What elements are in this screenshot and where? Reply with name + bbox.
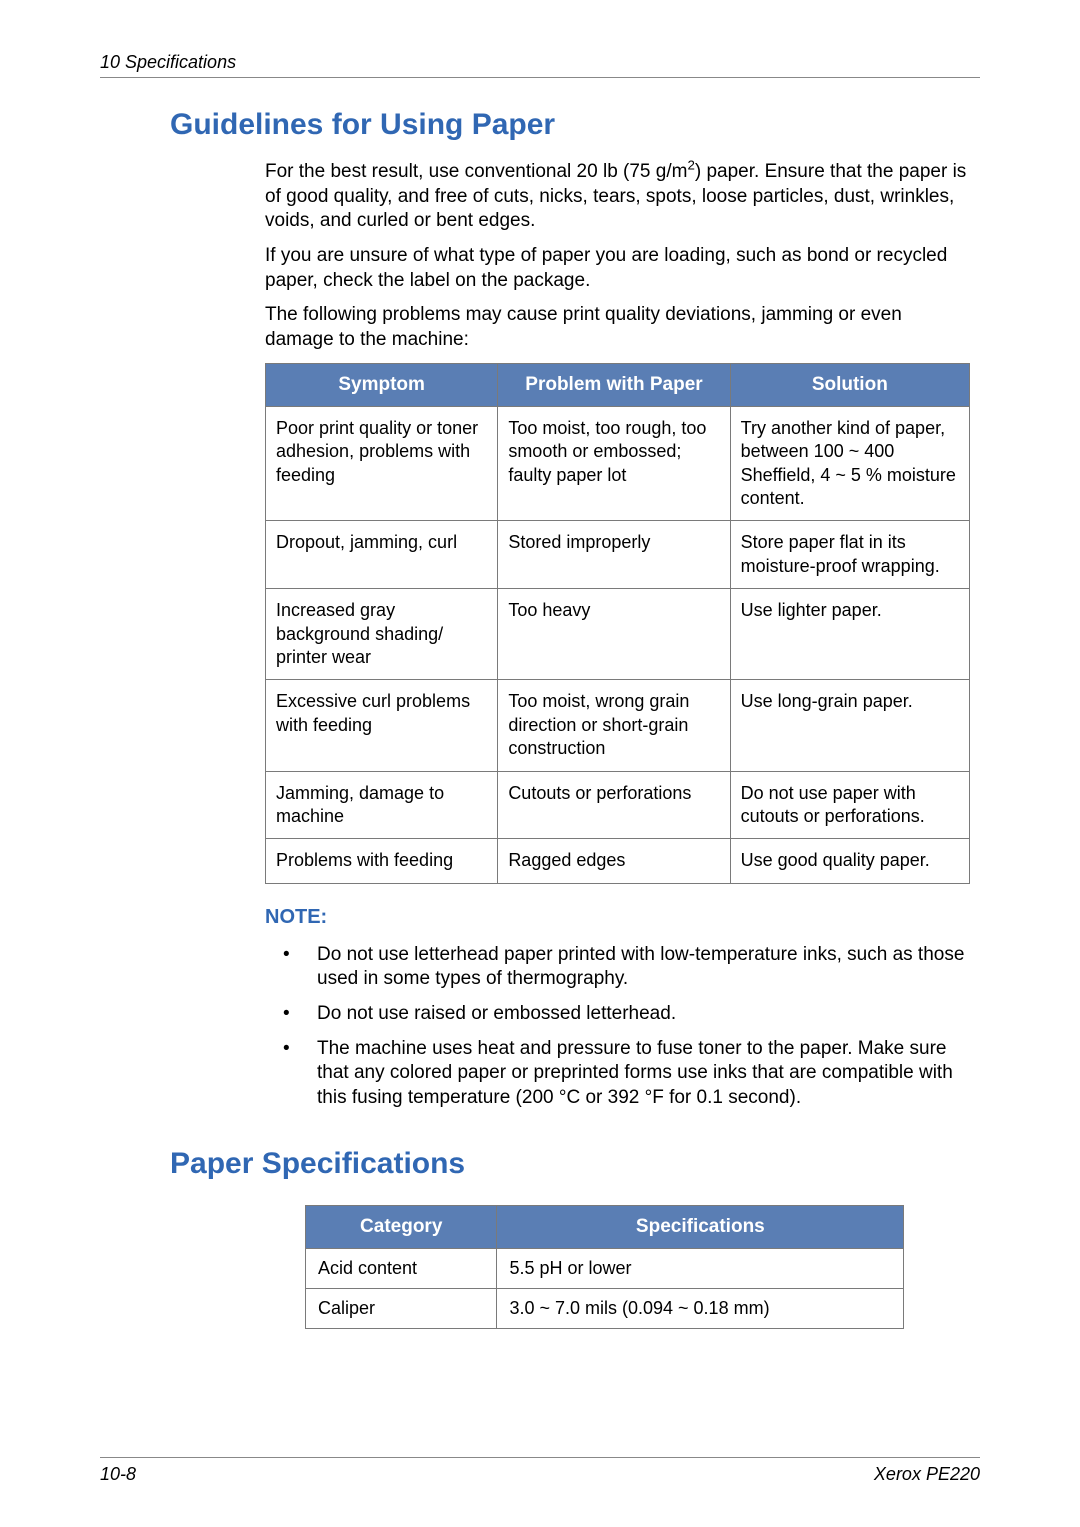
spec-table-body: Acid content5.5 pH or lowerCaliper3.0 ~ … xyxy=(306,1248,904,1328)
footer-row: 10-8 Xerox PE220 xyxy=(100,1464,980,1485)
table-cell: Too moist, too rough, too smooth or embo… xyxy=(498,406,730,521)
table-cell: Dropout, jamming, curl xyxy=(266,521,498,589)
footer: 10-8 Xerox PE220 xyxy=(100,1457,980,1485)
table-cell: Increased gray background shading/ print… xyxy=(266,589,498,680)
note-heading: NOTE: xyxy=(265,906,970,929)
list-item: The machine uses heat and pressure to fu… xyxy=(283,1037,970,1111)
table-header-row: Category Specifications xyxy=(306,1205,904,1248)
symptom-table-body: Poor print quality or toner adhesion, pr… xyxy=(266,406,970,883)
table-cell: Problems with feeding xyxy=(266,839,498,883)
spec-table: Category Specifications Acid content5.5 … xyxy=(305,1205,904,1329)
table-row: Jamming, damage to machineCutouts or per… xyxy=(266,771,970,839)
table-row: Excessive curl problems with feedingToo … xyxy=(266,680,970,771)
footer-rule xyxy=(100,1457,980,1458)
table-cell: Acid content xyxy=(306,1248,497,1288)
table-row: Poor print quality or toner adhesion, pr… xyxy=(266,406,970,521)
table-row: Increased gray background shading/ print… xyxy=(266,589,970,680)
list-item: Do not use letterhead paper printed with… xyxy=(283,943,970,992)
table-cell: Try another kind of paper, between 100 ~… xyxy=(730,406,969,521)
section-heading-guidelines: Guidelines for Using Paper xyxy=(170,108,980,142)
list-item: Do not use raised or embossed letterhead… xyxy=(283,1002,970,1027)
para-1: For the best result, use conventional 20… xyxy=(265,160,970,234)
table-cell: 3.0 ~ 7.0 mils (0.094 ~ 0.18 mm) xyxy=(497,1288,904,1328)
table-cell: Do not use paper with cutouts or perfora… xyxy=(730,771,969,839)
product-name: Xerox PE220 xyxy=(874,1464,980,1485)
table-cell: Store paper flat in its moisture-proof w… xyxy=(730,521,969,589)
th-specifications: Specifications xyxy=(497,1205,904,1248)
table-cell: 5.5 pH or lower xyxy=(497,1248,904,1288)
running-header: 10 Specifications xyxy=(100,52,980,73)
table-row: Acid content5.5 pH or lower xyxy=(306,1248,904,1288)
header-rule xyxy=(100,77,980,78)
table-row: Dropout, jamming, curlStored improperlyS… xyxy=(266,521,970,589)
para-1-sup: 2 xyxy=(687,158,694,173)
table-cell: Caliper xyxy=(306,1288,497,1328)
th-category: Category xyxy=(306,1205,497,1248)
page: 10 Specifications Guidelines for Using P… xyxy=(0,0,1080,1527)
note-list: Do not use letterhead paper printed with… xyxy=(283,943,970,1111)
th-solution: Solution xyxy=(730,363,969,406)
page-number: 10-8 xyxy=(100,1464,136,1485)
table-cell: Poor print quality or toner adhesion, pr… xyxy=(266,406,498,521)
table-cell: Jamming, damage to machine xyxy=(266,771,498,839)
table-cell: Too heavy xyxy=(498,589,730,680)
para-2: If you are unsure of what type of paper … xyxy=(265,244,970,293)
th-symptom: Symptom xyxy=(266,363,498,406)
table-cell: Excessive curl problems with feeding xyxy=(266,680,498,771)
table-cell: Use long-grain paper. xyxy=(730,680,969,771)
table-row: Caliper3.0 ~ 7.0 mils (0.094 ~ 0.18 mm) xyxy=(306,1288,904,1328)
table-cell: Cutouts or perforations xyxy=(498,771,730,839)
para-3: The following problems may cause print q… xyxy=(265,303,970,352)
table-cell: Too moist, wrong grain direction or shor… xyxy=(498,680,730,771)
table-cell: Use lighter paper. xyxy=(730,589,969,680)
table-cell: Ragged edges xyxy=(498,839,730,883)
table-cell: Use good quality paper. xyxy=(730,839,969,883)
section-heading-paperspec: Paper Specifications xyxy=(170,1147,980,1181)
th-problem: Problem with Paper xyxy=(498,363,730,406)
table-header-row: Symptom Problem with Paper Solution xyxy=(266,363,970,406)
body-block-2: Category Specifications Acid content5.5 … xyxy=(265,1205,970,1329)
para-1-a: For the best result, use conventional 20… xyxy=(265,161,687,182)
symptom-table: Symptom Problem with Paper Solution Poor… xyxy=(265,363,970,884)
table-row: Problems with feedingRagged edgesUse goo… xyxy=(266,839,970,883)
body-block-1: For the best result, use conventional 20… xyxy=(265,160,970,1111)
table-cell: Stored improperly xyxy=(498,521,730,589)
